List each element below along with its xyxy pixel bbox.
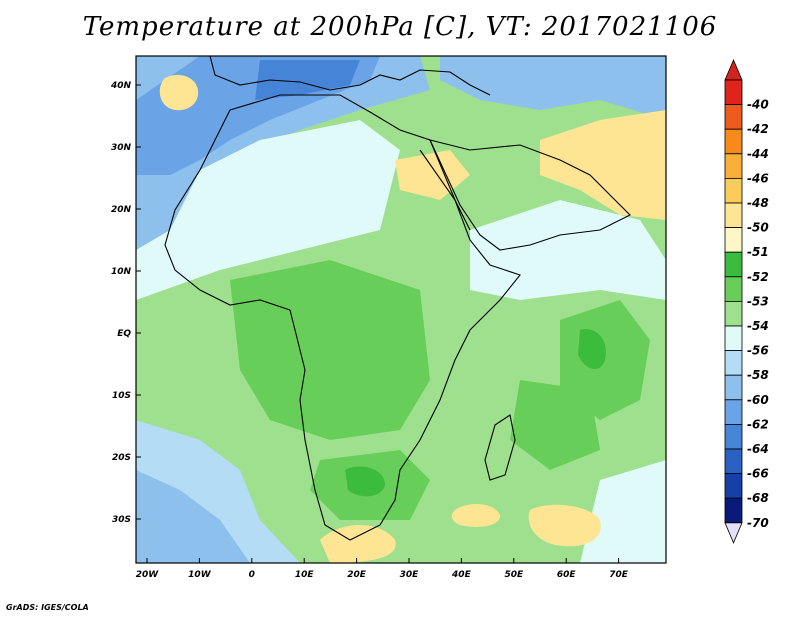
lat-tick-label: 10S bbox=[112, 391, 131, 401]
colorbar-swatch bbox=[724, 104, 743, 130]
green-blob-central-africa bbox=[230, 260, 430, 440]
colorbar-label: -70 bbox=[747, 516, 769, 530]
colorbar-label: -46 bbox=[747, 171, 769, 185]
colorbar-label: -64 bbox=[747, 442, 769, 456]
map-title: Temperature at 200hPa [C], VT: 201702110… bbox=[82, 12, 718, 42]
lon-tick-label: 30E bbox=[400, 570, 420, 580]
lon-tick-label: 20E bbox=[347, 570, 367, 580]
colorbar-swatch bbox=[724, 300, 743, 327]
green-blob-ocean bbox=[510, 380, 600, 470]
lat-tick-label: 20N bbox=[111, 205, 132, 215]
colorbar-label: -52 bbox=[747, 270, 769, 284]
colorbar-swatch bbox=[724, 227, 743, 253]
lon-tick-label: 20W bbox=[136, 570, 160, 580]
warm-region-egypt bbox=[395, 150, 470, 200]
colorbar-swatch bbox=[724, 202, 743, 229]
colorbar-swatch bbox=[724, 423, 743, 450]
colorbar-label: -62 bbox=[747, 417, 769, 431]
colorbar-swatch bbox=[724, 350, 743, 376]
colorbar-label: -50 bbox=[747, 221, 769, 235]
colorbar-swatch bbox=[724, 79, 743, 106]
lat-tick-label: 30S bbox=[112, 515, 131, 525]
warm-region-indian-ocean-2 bbox=[528, 504, 601, 547]
lon-tick-label: 40E bbox=[451, 570, 472, 580]
red-sea-outline bbox=[419, 149, 471, 231]
lat-tick-label: 20S bbox=[112, 453, 131, 463]
colorbar-swatch bbox=[724, 473, 743, 499]
colorbar-label: -40 bbox=[747, 98, 769, 112]
lat-tick-label: 10N bbox=[111, 267, 132, 277]
colorbar-swatch bbox=[724, 153, 743, 179]
colorbar-swatch bbox=[724, 399, 743, 425]
warm-region-middle-east bbox=[540, 110, 666, 220]
colorbar-top-arrow bbox=[724, 58, 743, 81]
lon-tick-label: 50E bbox=[504, 570, 524, 580]
colorbar-label: -51 bbox=[747, 245, 769, 259]
sahara-cyan-band bbox=[136, 120, 400, 300]
cold-region-deep-north bbox=[255, 60, 360, 100]
arabia-coastline bbox=[429, 139, 631, 251]
grads-credit: GrADS: IGES/COLA bbox=[6, 603, 89, 612]
colorbar-label: -54 bbox=[747, 319, 769, 333]
colorbar-swatch bbox=[724, 497, 743, 524]
colorbar-swatch bbox=[724, 325, 743, 352]
colorbar: -40 -42 -44 -46 -48 -50 -51 -52 -53 -54 -56 -58 -60 -… bbox=[724, 58, 769, 544]
lat-tick-label: 40N bbox=[110, 81, 132, 91]
colorbar-swatch bbox=[724, 374, 743, 401]
colorbar-label: -58 bbox=[747, 368, 769, 382]
colorbar-swatch bbox=[724, 177, 743, 204]
colorbar-label: -56 bbox=[747, 344, 769, 358]
colorbar-label: -42 bbox=[747, 122, 769, 136]
warm-region-atlantic-north bbox=[159, 74, 199, 111]
colorbar-swatch bbox=[724, 448, 743, 475]
green-blob-dark-2 bbox=[345, 466, 385, 497]
green-blob-dark-1 bbox=[578, 329, 606, 370]
cold-region-southwest-inner bbox=[136, 470, 250, 563]
latitude-axis: 40N 30N 20N 10N EQ 10S 20S 30S bbox=[110, 81, 141, 525]
colorbar-swatch bbox=[724, 276, 743, 302]
lat-tick-label: 30N bbox=[111, 143, 132, 153]
colorbar-label: -44 bbox=[747, 147, 769, 161]
lon-tick-label: 60E bbox=[557, 570, 577, 580]
cold-region-southeast bbox=[580, 460, 666, 563]
lon-tick-label: 0 bbox=[249, 570, 255, 580]
lon-tick-label: 10W bbox=[188, 570, 212, 580]
longitude-axis: 20W 10W 0 10E 20E 30E 40E 50E 60E 70E bbox=[136, 558, 629, 580]
warm-region-indian-ocean-1 bbox=[451, 503, 501, 527]
colorbar-label: -60 bbox=[747, 393, 769, 407]
africa-coastline bbox=[164, 94, 521, 541]
colorbar-swatch bbox=[724, 251, 743, 278]
europe-coastline bbox=[209, 55, 491, 96]
colorbar-swatch bbox=[724, 128, 743, 155]
lon-tick-label: 70E bbox=[609, 570, 629, 580]
madagascar-coastline bbox=[484, 414, 516, 481]
colorbar-label: -68 bbox=[747, 491, 769, 505]
cold-region-northeast bbox=[440, 56, 666, 120]
colorbar-bottom-arrow bbox=[724, 522, 743, 544]
colorbar-label: -66 bbox=[747, 467, 769, 481]
colorbar-label: -48 bbox=[747, 196, 769, 210]
lon-tick-label: 10E bbox=[295, 570, 315, 580]
map-frame bbox=[135, 55, 667, 564]
coastlines bbox=[164, 55, 631, 541]
warm-region-south-africa bbox=[320, 525, 396, 563]
lat-tick-label: EQ bbox=[117, 329, 131, 339]
colorbar-label: -53 bbox=[747, 294, 769, 308]
